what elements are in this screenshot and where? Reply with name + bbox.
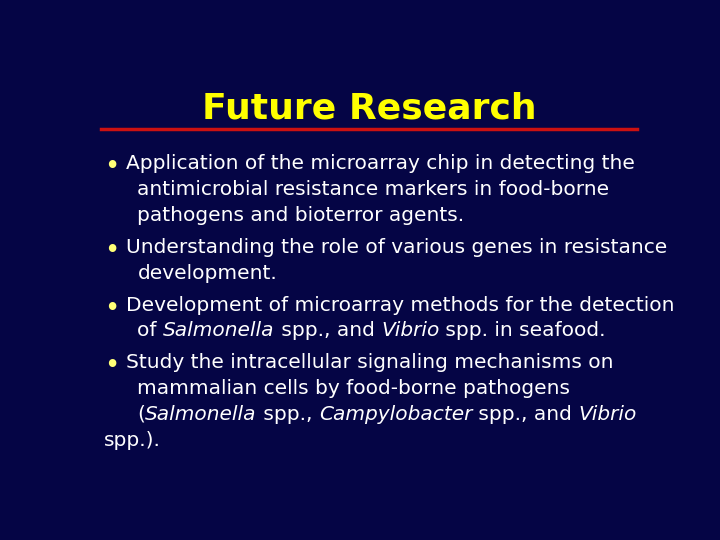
Text: •: • (104, 353, 120, 380)
Text: (: ( (138, 405, 145, 424)
Text: Salmonella: Salmonella (163, 321, 275, 340)
Text: Development of microarray methods for the detection: Development of microarray methods for th… (126, 295, 675, 315)
Text: spp.).: spp.). (104, 431, 161, 450)
Text: spp., and: spp., and (275, 321, 381, 340)
Text: development.: development. (138, 264, 277, 282)
Text: Application of the microarray chip in detecting the: Application of the microarray chip in de… (126, 154, 635, 173)
Text: Vibrio: Vibrio (578, 405, 636, 424)
Text: Future Research: Future Research (202, 92, 536, 126)
Text: •: • (104, 238, 120, 264)
Text: spp. in seafood.: spp. in seafood. (439, 321, 606, 340)
Text: Campylobacter: Campylobacter (319, 405, 472, 424)
Text: pathogens and bioterror agents.: pathogens and bioterror agents. (138, 206, 464, 225)
Text: Understanding the role of various genes in resistance: Understanding the role of various genes … (126, 238, 667, 257)
Text: •: • (104, 295, 120, 321)
Text: of: of (138, 321, 163, 340)
Text: •: • (104, 154, 120, 180)
Text: antimicrobial resistance markers in food-borne: antimicrobial resistance markers in food… (138, 180, 610, 199)
Text: Vibrio: Vibrio (381, 321, 439, 340)
Text: spp.,: spp., (257, 405, 319, 424)
Text: Study the intracellular signaling mechanisms on: Study the intracellular signaling mechan… (126, 353, 613, 373)
Text: Salmonella: Salmonella (145, 405, 257, 424)
Text: mammalian cells by food-borne pathogens: mammalian cells by food-borne pathogens (138, 379, 570, 398)
Text: spp., and: spp., and (472, 405, 578, 424)
